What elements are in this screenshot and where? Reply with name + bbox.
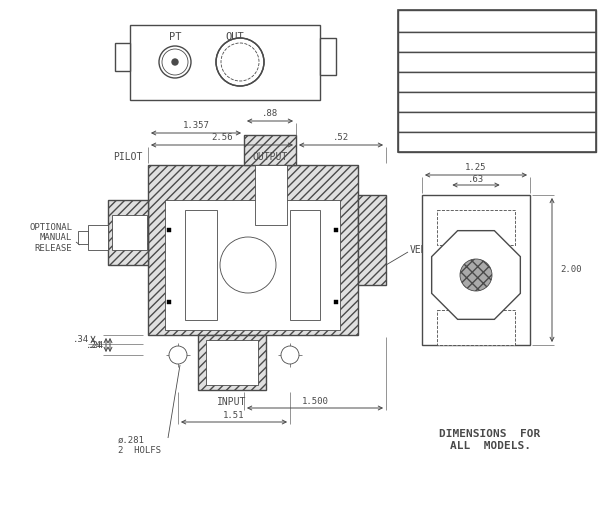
Text: ø.281
2  HOLFS: ø.281 2 HOLFS [118, 435, 161, 455]
Text: G1/4 BSPP: G1/4 BSPP [541, 117, 586, 126]
Bar [334, 228, 338, 232]
Bar [112, 215, 147, 250]
Text: 1.357: 1.357 [182, 122, 209, 130]
Bar [422, 195, 530, 345]
Text: G1/4 BSPP: G1/4 BSPP [475, 117, 520, 126]
Bar [165, 200, 340, 330]
Bar [437, 210, 515, 245]
Text: 1.51: 1.51 [223, 410, 245, 420]
Bar [167, 228, 171, 232]
Text: 1/4 NPTF: 1/4 NPTF [543, 78, 583, 86]
Text: 1.25: 1.25 [465, 163, 487, 172]
Bar [334, 300, 338, 304]
Text: 1/4 NPTF: 1/4 NPTF [477, 78, 517, 86]
Text: G1/4 BSPP: G1/4 BSPP [409, 117, 454, 126]
Text: INPUT: INPUT [482, 37, 512, 47]
Text: OUTPUT: OUTPUT [253, 152, 287, 162]
Circle shape [216, 38, 264, 86]
Circle shape [218, 40, 262, 84]
Bar [358, 195, 386, 285]
Text: PORT  SIZES: PORT SIZES [463, 16, 532, 26]
Text: .88: .88 [262, 110, 278, 118]
Text: DIMENSIONS  FOR
ALL  MODELS.: DIMENSIONS FOR ALL MODELS. [439, 429, 541, 451]
Text: OUT: OUT [226, 32, 244, 42]
Text: 1/8 NPTF: 1/8 NPTF [411, 97, 451, 106]
Text: 1.500: 1.500 [302, 397, 328, 406]
Bar [88, 225, 108, 250]
Bar [398, 10, 596, 152]
Bar [255, 165, 287, 225]
Text: INPUT: INPUT [217, 397, 247, 407]
Text: 2.56: 2.56 [211, 134, 233, 143]
Text: 1/8 NPTF: 1/8 NPTF [477, 58, 517, 67]
Text: VENT: VENT [410, 245, 433, 255]
Bar [130, 25, 320, 100]
Polygon shape [431, 231, 520, 319]
Bar [398, 72, 596, 92]
Bar [398, 52, 596, 72]
Bar [115, 43, 130, 71]
Bar [437, 310, 515, 345]
Circle shape [281, 346, 299, 364]
Text: PILOT: PILOT [113, 152, 143, 162]
Bar [398, 92, 596, 112]
Circle shape [460, 259, 492, 291]
Circle shape [159, 46, 191, 78]
Bar [398, 10, 596, 32]
Text: .52: .52 [333, 134, 349, 143]
Bar [398, 32, 596, 52]
Bar [206, 340, 258, 385]
Bar [185, 210, 217, 320]
Circle shape [220, 237, 276, 293]
Bar [148, 165, 358, 335]
Bar [78, 231, 88, 244]
Bar [398, 112, 596, 132]
Text: .34: .34 [73, 335, 89, 344]
Text: G3/8 BSPP: G3/8 BSPP [475, 137, 520, 147]
Text: OPTIONAL
MANUAL
RELEASE: OPTIONAL MANUAL RELEASE [29, 223, 72, 253]
Text: .24: .24 [86, 341, 102, 350]
Text: PT: PT [169, 32, 181, 42]
Text: 1/8 NPTF: 1/8 NPTF [411, 78, 451, 86]
Text: 3/8 NPTF: 3/8 NPTF [543, 97, 583, 106]
Text: G3/8 BSPP: G3/8 BSPP [541, 137, 586, 147]
Bar [320, 38, 336, 75]
Bar [167, 300, 171, 304]
Bar [244, 135, 296, 165]
Text: 3/8 NPTF: 3/8 NPTF [477, 97, 517, 106]
Text: OUTPUT: OUTPUT [545, 37, 581, 47]
Circle shape [172, 59, 178, 65]
Text: 1/8 NPTF: 1/8 NPTF [543, 58, 583, 67]
Bar [108, 200, 148, 265]
Text: 2.00: 2.00 [560, 266, 581, 275]
Text: 1/8 NPTF: 1/8 NPTF [411, 58, 451, 67]
Text: .24: .24 [88, 341, 104, 350]
Text: .63: .63 [468, 174, 484, 183]
Text: PILOT: PILOT [416, 37, 446, 47]
Circle shape [169, 346, 187, 364]
Bar [198, 335, 266, 390]
Text: G1/8 BSPP: G1/8 BSPP [409, 137, 454, 147]
Bar [398, 132, 596, 152]
Bar [290, 210, 320, 320]
